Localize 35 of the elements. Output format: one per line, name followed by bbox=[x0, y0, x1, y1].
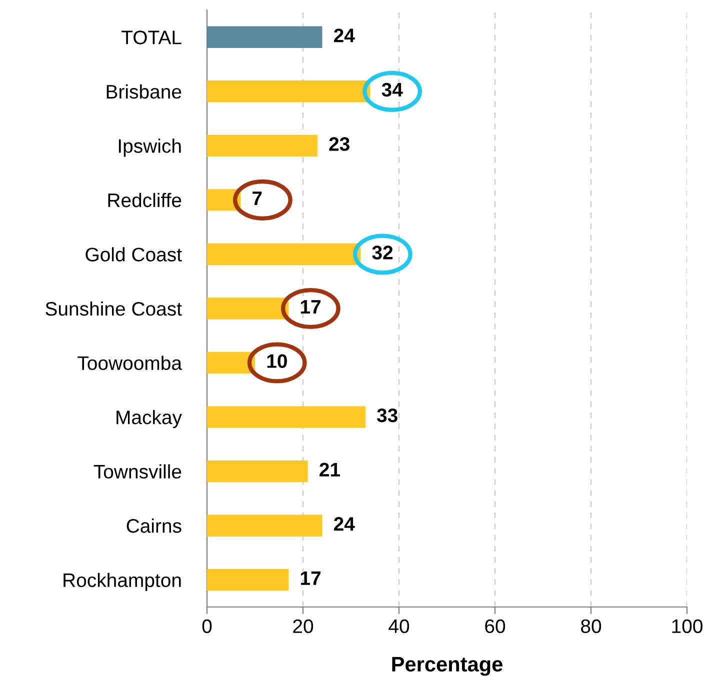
bar bbox=[207, 134, 318, 157]
data-label: 21 bbox=[320, 462, 340, 476]
x-tick-label: 60 bbox=[485, 619, 506, 634]
data-label: 24 bbox=[334, 517, 355, 531]
y-tick-label: Townsville bbox=[94, 464, 182, 479]
y-tick-label: Toowoomba bbox=[78, 356, 182, 370]
x-tick-label: 20 bbox=[293, 619, 314, 634]
y-tick-label: Redcliffe bbox=[108, 192, 182, 208]
y-tick-label: Cairns bbox=[126, 518, 182, 533]
data-label: 17 bbox=[300, 300, 320, 314]
data-label: 10 bbox=[267, 354, 287, 368]
data-label: 32 bbox=[372, 246, 393, 260]
y-tick-label: TOTAL bbox=[122, 30, 182, 44]
bar bbox=[207, 514, 322, 536]
y-tick-label: Rockhampton bbox=[64, 572, 181, 591]
x-tick-label: 80 bbox=[581, 619, 602, 634]
x-tick-label: 100 bbox=[672, 619, 702, 634]
y-tick-label: Sunshine Coast bbox=[46, 301, 182, 316]
bar bbox=[207, 26, 322, 48]
data-label: 34 bbox=[382, 82, 403, 97]
data-label: 33 bbox=[376, 408, 398, 422]
y-tick-label: Gold Coast bbox=[86, 247, 182, 262]
data-label: 23 bbox=[329, 137, 350, 151]
data-label: 7 bbox=[252, 192, 262, 205]
data-label: 17 bbox=[300, 572, 320, 585]
x-tick-label: 0 bbox=[202, 619, 212, 634]
x-axis-title: Percentage bbox=[392, 657, 502, 676]
x-tick-label: 40 bbox=[388, 619, 410, 634]
bar bbox=[207, 460, 308, 482]
bar bbox=[207, 569, 289, 591]
y-tick-label: Ipswich bbox=[118, 138, 181, 157]
y-tick-label: Mackay bbox=[116, 410, 182, 428]
data-label: 24 bbox=[334, 28, 355, 42]
bar bbox=[207, 406, 366, 428]
y-tick-label: Brisbane bbox=[106, 84, 182, 99]
